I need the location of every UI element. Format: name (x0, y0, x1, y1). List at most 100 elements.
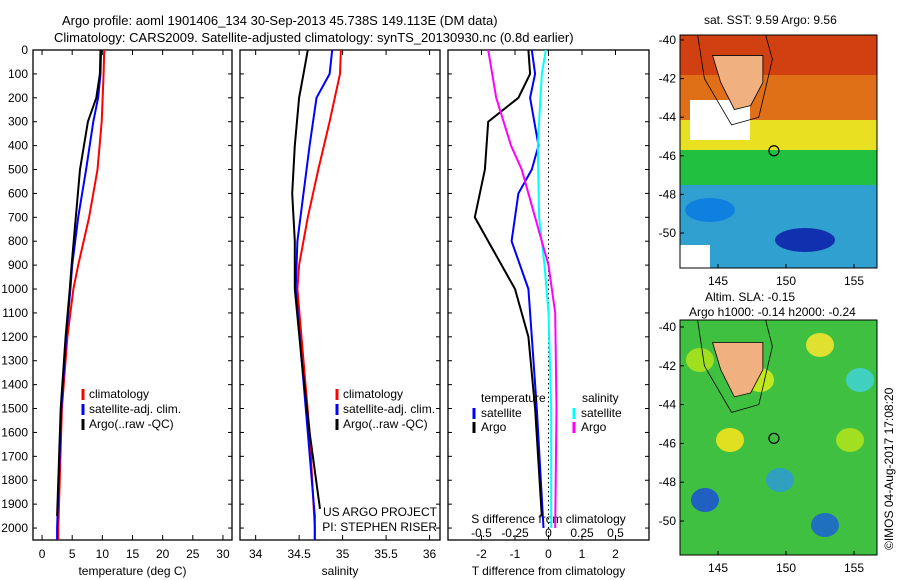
x-tick-label: 20 (156, 547, 170, 561)
lat-tick-label: -46 (659, 436, 677, 450)
argo-float-marker (768, 145, 780, 157)
x-tick-label: 0 (545, 547, 552, 561)
lon-tick-label: 145 (708, 274, 728, 288)
annotation-pi: PI: STEPHEN RISER (322, 520, 437, 534)
legend-label: satellite (581, 406, 622, 420)
plot-frame-0 (32, 49, 233, 541)
x-axis-label: salinity (322, 564, 359, 578)
x-tick-label: 34 (249, 547, 263, 561)
sla-map-title1: Altim. SLA: -0.15 (705, 290, 796, 304)
lon-tick-label: 150 (776, 561, 796, 575)
lat-tick-label: -42 (659, 72, 677, 86)
legend-label: Argo (481, 420, 507, 434)
series-satellite-adj-clim- (56, 49, 103, 540)
y-tick-label: 1400 (1, 378, 28, 392)
x2-tick-label: 0 (545, 526, 552, 540)
sla-anomaly-blob (686, 348, 714, 372)
y-tick-label: 1600 (1, 425, 28, 439)
sst-missing-data (680, 245, 710, 268)
tasmania-land (712, 342, 764, 398)
y-tick-label: 2000 (1, 521, 28, 535)
lat-tick-label: -44 (659, 398, 677, 412)
y-tick-label: 300 (8, 115, 28, 129)
legend-label: satellite-adj. clim. (89, 402, 181, 416)
x2-tick-label: -0.25 (501, 526, 529, 540)
x2-tick-label: 0.5 (607, 526, 624, 540)
y-tick-label: 700 (8, 210, 28, 224)
y-tick-label: 1200 (1, 330, 28, 344)
y-tick-label: 200 (8, 91, 28, 105)
y-tick-label: 800 (8, 234, 28, 248)
legend-temperature-header: temperature (481, 391, 546, 405)
sst-cold-patch (685, 198, 735, 222)
x-tick-label: 5 (69, 547, 76, 561)
lat-tick-label: -50 (659, 226, 677, 240)
x-tick-label: 0 (39, 547, 46, 561)
x-tick-label: 35 (336, 547, 350, 561)
series-t-satellite (510, 49, 545, 529)
sst-map (679, 34, 878, 269)
lat-tick-label: -46 (659, 149, 677, 163)
y-tick-label: 1500 (1, 402, 28, 416)
y-tick-label: 600 (8, 186, 28, 200)
lat-tick-label: -40 (659, 320, 677, 334)
y-tick-label: 1300 (1, 354, 28, 368)
x-tick-label: 2 (612, 547, 619, 561)
legend-label: satellite (481, 406, 522, 420)
tasmania-land (712, 55, 764, 110)
series-argo-raw-qc- (291, 49, 321, 510)
series-climatology (57, 49, 106, 540)
lat-tick-label: -40 (659, 33, 677, 47)
legend-label: Argo (581, 420, 607, 434)
x-tick-label: -2 (476, 547, 487, 561)
title-line2: Climatology: CARS2009. Satellite-adjuste… (54, 30, 574, 45)
lat-tick-label: -44 (659, 110, 677, 124)
series-climatology (296, 49, 342, 540)
lon-tick-label: 155 (844, 274, 864, 288)
lat-tick-label: -50 (659, 514, 677, 528)
series-satellite-adj-clim- (294, 49, 334, 540)
y-tick-label: 100 (8, 67, 28, 81)
shelf-contour (697, 320, 773, 413)
lon-tick-label: 150 (776, 274, 796, 288)
x-tick-label: 25 (186, 547, 200, 561)
y-tick-label: 1000 (1, 282, 28, 296)
map-frame (679, 34, 878, 269)
lon-tick-label: 145 (708, 561, 728, 575)
y-tick-label: 1800 (1, 473, 28, 487)
y-tick-label: 1100 (2, 306, 28, 320)
legend-label: satellite-adj. clim. (343, 402, 435, 416)
argo-float-marker (768, 432, 780, 444)
x2-tick-label: -0.5 (471, 526, 492, 540)
sla-anomaly-blob (806, 333, 834, 357)
legend-label: Argo(..raw -QC) (343, 417, 428, 431)
x-axis-label: T difference from climatology (472, 564, 626, 578)
sla-anomaly-blob (691, 488, 719, 512)
plot-frame-2 (447, 49, 650, 541)
sla-map-title2: Argo h1000: -0.14 h2000: -0.24 (689, 305, 856, 319)
sst-cold-patch (775, 228, 835, 252)
x-tick-label: 35.5 (374, 547, 398, 561)
lon-tick-label: 155 (844, 561, 864, 575)
x2-tick-label: 0.25 (570, 526, 594, 540)
sla-map (679, 319, 878, 556)
x-tick-label: 34.5 (287, 547, 311, 561)
x-tick-label: 15 (126, 547, 140, 561)
sla-anomaly-blob (836, 428, 864, 452)
legend-label: climatology (343, 387, 403, 401)
sla-anomaly-blob (716, 428, 744, 452)
plot-frame-1 (239, 49, 441, 541)
x-tick-label: 1 (579, 547, 586, 561)
sst-hot-band (680, 35, 877, 75)
lat-tick-label: -48 (659, 187, 677, 201)
legend-label: Argo(..raw -QC) (89, 417, 174, 431)
sst-map-title: sat. SST: 9.59 Argo: 9.56 (704, 13, 837, 27)
sla-anomaly-blob (846, 368, 874, 392)
x-axis-label: temperature (deg C) (78, 564, 186, 578)
series-argo-raw-qc- (56, 49, 102, 517)
y-tick-label: 500 (8, 163, 28, 177)
map-field (680, 35, 877, 268)
sla-anomaly-blob (766, 468, 794, 492)
